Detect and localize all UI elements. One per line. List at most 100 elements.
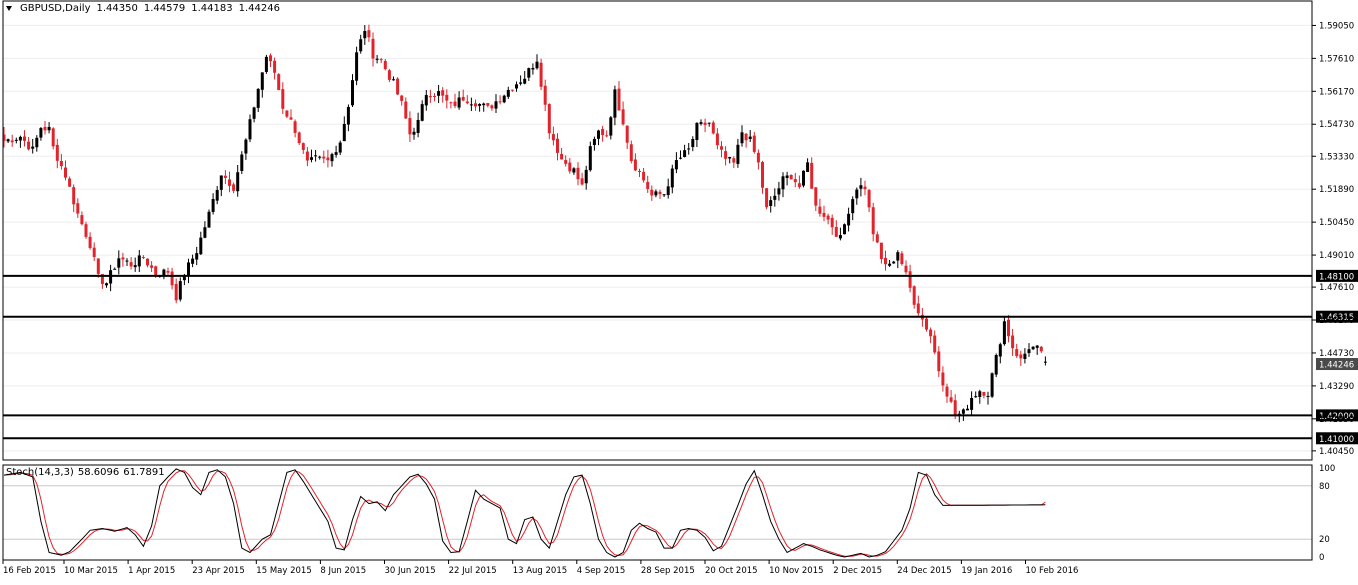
candle-body xyxy=(6,139,10,142)
stoch-level-label: 80 xyxy=(1319,482,1330,492)
candle-body xyxy=(551,134,555,141)
candle-body xyxy=(375,58,379,60)
candle-body xyxy=(998,344,1002,357)
candle-body xyxy=(408,118,412,135)
candle-body xyxy=(990,373,994,397)
candle-body xyxy=(2,134,6,142)
candle-body xyxy=(896,252,900,261)
stoch-header: Stoch(14,3,3) 58.6096 61.7891 xyxy=(6,467,165,478)
candle-body xyxy=(666,186,670,196)
candle-body xyxy=(100,274,104,284)
candle-body xyxy=(273,60,277,73)
ohlc-low: 1.44183 xyxy=(191,3,233,14)
candle-body xyxy=(691,139,695,148)
candle-body xyxy=(654,191,658,196)
candle-body xyxy=(170,271,174,286)
candle-body xyxy=(949,397,953,402)
price-tick-label: 1.56170 xyxy=(1319,87,1354,97)
chart-header: GBPUSD,Daily 1.44350 1.44579 1.44183 1.4… xyxy=(6,3,280,14)
candle-body xyxy=(240,154,244,171)
candle-body xyxy=(363,31,367,39)
candle-body xyxy=(830,217,834,228)
price-tick-label: 1.51890 xyxy=(1319,185,1354,195)
candle-body xyxy=(1015,349,1019,357)
time-tick-label: 19 Jan 2016 xyxy=(961,566,1012,576)
candle-body xyxy=(810,162,814,189)
candle-body xyxy=(27,141,31,150)
stoch-name: Stoch(14,3,3) xyxy=(6,467,74,478)
candle-body xyxy=(629,144,633,162)
candle-body xyxy=(474,103,477,107)
stoch-panel-frame xyxy=(2,464,1313,561)
candle-body xyxy=(875,234,879,243)
level-label: 1.48100 xyxy=(1319,272,1354,282)
candle-body xyxy=(256,88,260,108)
candle-body xyxy=(777,188,781,195)
candle-body xyxy=(822,212,826,217)
candle-body xyxy=(535,61,539,69)
collapse-triangle-icon[interactable] xyxy=(6,6,12,11)
price-tick-label: 1.59050 xyxy=(1319,21,1354,31)
candle-body xyxy=(937,351,941,372)
symbol-label: GBPUSD,Daily xyxy=(20,3,91,14)
candle-body xyxy=(416,119,420,134)
candle-body xyxy=(457,97,461,108)
candle-body xyxy=(96,258,100,274)
candle-body xyxy=(14,139,18,141)
stoch-level-label: 100 xyxy=(1319,464,1335,474)
candle-body xyxy=(178,281,182,300)
candle-body xyxy=(695,122,699,140)
candle-body xyxy=(424,95,428,106)
time-tick-label: 20 Oct 2015 xyxy=(705,566,758,576)
candle-body xyxy=(371,38,375,59)
candle-body xyxy=(113,268,117,270)
candle-body xyxy=(761,162,764,188)
time-tick-label: 23 Apr 2015 xyxy=(192,566,245,576)
time-tick-label: 8 Jun 2015 xyxy=(320,566,366,576)
candle-body xyxy=(445,94,449,101)
candle-body xyxy=(383,60,387,70)
candle-body xyxy=(392,79,395,81)
level-label-box xyxy=(1316,409,1358,422)
candle-body xyxy=(908,271,912,288)
candle-body xyxy=(297,132,301,144)
candle-body xyxy=(207,211,211,228)
price-tick-label: 1.50450 xyxy=(1319,218,1354,228)
candle-body xyxy=(31,146,35,149)
time-tick-label: 10 Nov 2015 xyxy=(769,566,823,576)
candle-body xyxy=(35,137,39,148)
candle-body xyxy=(769,200,773,207)
candle-body xyxy=(137,255,141,267)
candle-body xyxy=(527,68,531,78)
candle-body xyxy=(736,144,740,164)
candle-body xyxy=(843,224,846,235)
candle-body xyxy=(80,215,84,225)
candle-body xyxy=(18,136,22,141)
current-price-label: 1.44246 xyxy=(1319,361,1354,371)
level-label: 1.42000 xyxy=(1319,412,1354,422)
stoch-panel: 100 80 20 0 xyxy=(3,464,1335,563)
price-tick-label: 1.49010 xyxy=(1319,251,1354,261)
candle-body xyxy=(765,188,769,208)
candle-body xyxy=(502,95,506,103)
price-tick-label: 1.53330 xyxy=(1319,152,1354,162)
candle-body xyxy=(68,178,72,187)
candle-body xyxy=(223,175,227,178)
time-tick-label: 30 Jun 2015 xyxy=(385,566,436,576)
candle-body xyxy=(51,128,55,147)
candle-body xyxy=(982,392,986,396)
candle-body xyxy=(904,265,908,273)
candle-body xyxy=(326,157,330,161)
candle-body xyxy=(785,175,789,178)
candle-body xyxy=(1043,361,1047,363)
candle-body xyxy=(834,226,838,237)
candle-body xyxy=(662,194,666,196)
ohlc-open: 1.44350 xyxy=(96,3,138,14)
candle-body xyxy=(974,396,978,398)
candle-body xyxy=(228,179,231,186)
level-label: 1.46315 xyxy=(1319,313,1354,323)
candle-body xyxy=(72,187,76,205)
candle-body xyxy=(597,130,600,139)
candle-body xyxy=(387,70,391,80)
candle-body xyxy=(1035,345,1039,348)
